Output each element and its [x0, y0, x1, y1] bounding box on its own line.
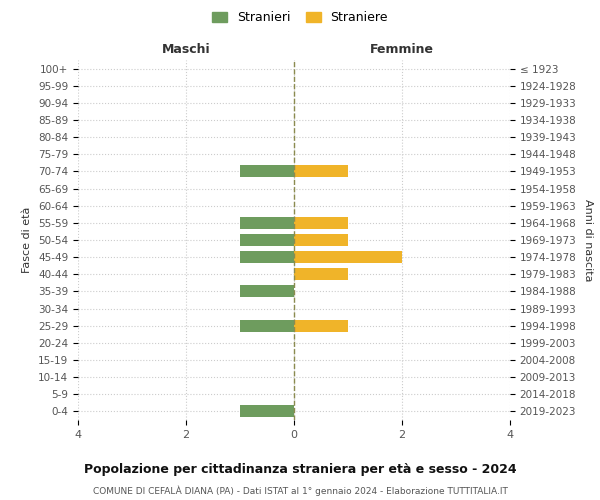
Y-axis label: Fasce di età: Fasce di età: [22, 207, 32, 273]
Text: Popolazione per cittadinanza straniera per età e sesso - 2024: Popolazione per cittadinanza straniera p…: [83, 462, 517, 475]
Bar: [240, 166, 294, 177]
Bar: [294, 320, 348, 332]
Bar: [240, 217, 294, 229]
Bar: [294, 268, 348, 280]
Bar: [294, 217, 348, 229]
Bar: [240, 286, 294, 298]
Y-axis label: Anni di nascita: Anni di nascita: [583, 198, 593, 281]
Bar: [294, 251, 402, 263]
Bar: [240, 406, 294, 417]
Legend: Stranieri, Straniere: Stranieri, Straniere: [207, 6, 393, 29]
Bar: [294, 234, 348, 246]
Text: Femmine: Femmine: [370, 44, 434, 57]
Bar: [294, 166, 348, 177]
Text: COMUNE DI CEFALÀ DIANA (PA) - Dati ISTAT al 1° gennaio 2024 - Elaborazione TUTTI: COMUNE DI CEFALÀ DIANA (PA) - Dati ISTAT…: [92, 485, 508, 496]
Text: Maschi: Maschi: [161, 44, 211, 57]
Bar: [240, 234, 294, 246]
Bar: [240, 251, 294, 263]
Bar: [240, 320, 294, 332]
